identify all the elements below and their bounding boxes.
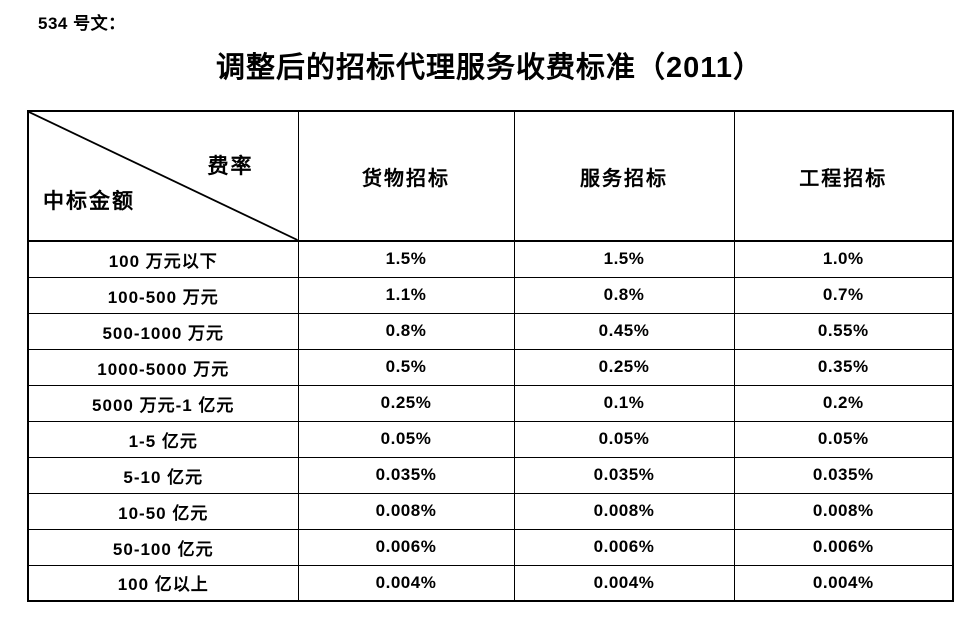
fee-rate-value: 0.004% [297,564,515,602]
fee-rate-value: 0.035% [733,456,954,494]
fee-rate-value: 1.5% [297,240,515,278]
fee-rate-value: 0.45% [513,312,735,350]
fee-rate-value: 0.008% [733,492,954,530]
fee-rate-value: 0.035% [513,456,735,494]
table-body: 100 万元以下 1.5% 1.5% 1.0% 100-500 万元 1.1% 0.8% 0.… [27,240,954,602]
fee-rate-value: 0.035% [297,456,515,494]
corner-cell: 费率 中标金额 [27,110,299,242]
column-header-engineering-bidding: 工程招标 [733,110,954,242]
fee-rate-value: 0.006% [733,528,954,566]
fee-rate-value: 0.006% [513,528,735,566]
doc-number-label: 534 号文： [38,14,126,33]
diagonal-divider-line [29,112,298,240]
corner-label-bid-amount: 中标金额 [43,190,135,213]
row-label-bid-amount-range: 5000 万元-1 亿元 [27,384,299,422]
table-row: 10-50 亿元 0.008% 0.008% 0.008% [27,492,954,530]
row-label-bid-amount-range: 100 万元以下 [27,240,299,278]
fee-rate-value: 0.1% [513,384,735,422]
row-label-bid-amount-range: 1000-5000 万元 [27,348,299,386]
row-label-bid-amount-range: 5-10 亿元 [27,456,299,494]
fee-rate-value: 0.25% [513,348,735,386]
row-label-bid-amount-range: 10-50 亿元 [27,492,299,530]
table-row: 50-100 亿元 0.006% 0.006% 0.006% [27,528,954,566]
fee-rate-value: 0.25% [297,384,515,422]
row-label-bid-amount-range: 50-100 亿元 [27,528,299,566]
fee-rate-value: 0.8% [513,276,735,314]
table-row: 5-10 亿元 0.035% 0.035% 0.035% [27,456,954,494]
table-row: 1-5 亿元 0.05% 0.05% 0.05% [27,420,954,458]
fee-rate-value: 0.05% [733,420,954,458]
fee-rate-value: 0.2% [733,384,954,422]
fee-rate-value: 0.8% [297,312,515,350]
fee-rate-value: 0.5% [297,348,515,386]
row-label-bid-amount-range: 1-5 亿元 [27,420,299,458]
fee-rate-value: 0.008% [513,492,735,530]
row-label-bid-amount-range: 100-500 万元 [27,276,299,314]
fee-rate-value: 0.006% [297,528,515,566]
page-title: 调整后的招标代理服务收费标准（2011） [216,52,763,84]
table-row: 100 亿以上 0.004% 0.004% 0.004% [27,564,954,602]
row-label-bid-amount-range: 100 亿以上 [27,564,299,602]
fee-rate-value: 0.004% [513,564,735,602]
fee-rate-value: 0.05% [513,420,735,458]
fee-rate-value: 1.0% [733,240,954,278]
fee-rate-value: 0.7% [733,276,954,314]
table-row: 100-500 万元 1.1% 0.8% 0.7% [27,276,954,314]
fee-rate-value: 0.05% [297,420,515,458]
fee-rate-table: 费率 中标金额 货物招标 服务招标 工程招标 100 万元以下 1.5% 1.5% 1… [27,110,954,602]
fee-rate-value: 1.1% [297,276,515,314]
fee-rate-value: 0.35% [733,348,954,386]
column-header-goods-bidding: 货物招标 [297,110,515,242]
table-row: 1000-5000 万元 0.5% 0.25% 0.35% [27,348,954,386]
fee-rate-value: 0.55% [733,312,954,350]
header-row: 费率 中标金额 货物招标 服务招标 工程招标 [27,110,954,242]
table-row: 5000 万元-1 亿元 0.25% 0.1% 0.2% [27,384,954,422]
row-label-bid-amount-range: 500-1000 万元 [27,312,299,350]
fee-rate-value: 1.5% [513,240,735,278]
column-header-service-bidding: 服务招标 [513,110,735,242]
fee-rate-value: 0.004% [733,564,954,602]
table-row: 100 万元以下 1.5% 1.5% 1.0% [27,240,954,278]
fee-rate-value: 0.008% [297,492,515,530]
corner-label-rate: 费率 [207,155,254,178]
table-row: 500-1000 万元 0.8% 0.45% 0.55% [27,312,954,350]
